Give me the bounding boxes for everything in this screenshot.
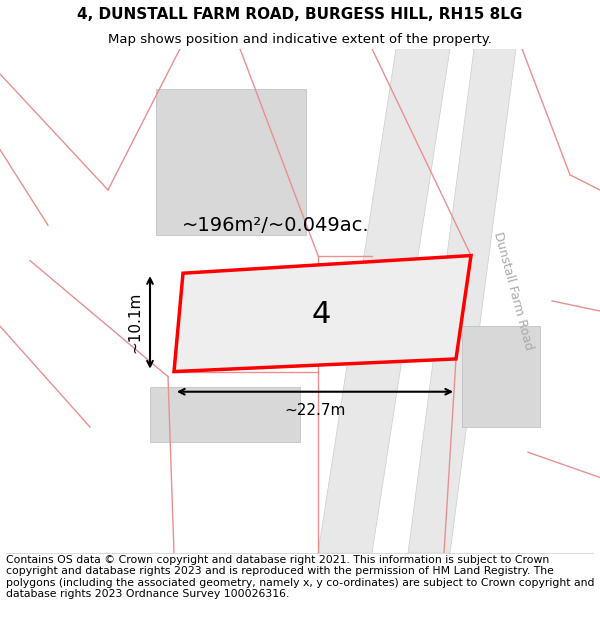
Polygon shape xyxy=(150,387,300,442)
Polygon shape xyxy=(318,49,450,553)
Polygon shape xyxy=(408,49,516,553)
Text: Dunstall Farm Road: Dunstall Farm Road xyxy=(491,230,535,351)
Text: Contains OS data © Crown copyright and database right 2021. This information is : Contains OS data © Crown copyright and d… xyxy=(6,554,595,599)
Text: ~196m²/~0.049ac.: ~196m²/~0.049ac. xyxy=(182,216,370,236)
Text: ~22.7m: ~22.7m xyxy=(284,403,346,418)
Polygon shape xyxy=(462,326,540,427)
Polygon shape xyxy=(156,89,306,236)
Polygon shape xyxy=(174,256,471,371)
Text: 4: 4 xyxy=(311,300,331,329)
Text: 4, DUNSTALL FARM ROAD, BURGESS HILL, RH15 8LG: 4, DUNSTALL FARM ROAD, BURGESS HILL, RH1… xyxy=(77,8,523,22)
Text: Map shows position and indicative extent of the property.: Map shows position and indicative extent… xyxy=(108,33,492,46)
Text: ~10.1m: ~10.1m xyxy=(128,292,143,353)
